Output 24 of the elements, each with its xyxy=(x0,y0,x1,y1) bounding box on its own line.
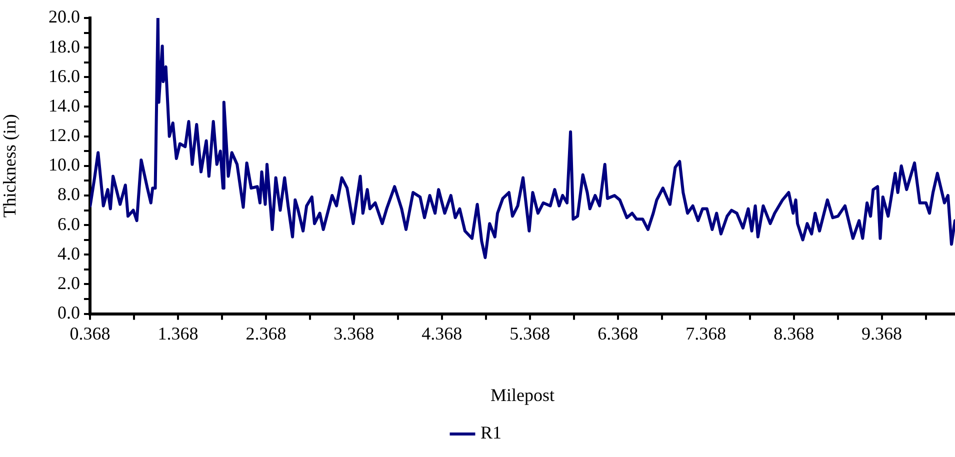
y-tick-label: 10.0 xyxy=(48,154,80,175)
x-tick-label: 6.368 xyxy=(598,323,638,344)
y-tick-label: 6.0 xyxy=(58,214,80,234)
y-axis-title: Thickness (in) xyxy=(0,114,20,218)
x-tick-label: 9.368 xyxy=(862,323,902,344)
y-tick-label: 16.0 xyxy=(48,66,80,86)
y-tick-label: 18.0 xyxy=(48,36,80,56)
y-tick-label: 2.0 xyxy=(58,272,80,293)
y-tick-label: 4.0 xyxy=(58,243,80,264)
y-tick-label: 12.0 xyxy=(48,125,80,146)
x-tick-label: 3.368 xyxy=(334,323,374,344)
y-tick-label: 14.0 xyxy=(48,95,80,116)
x-tick-label: 4.368 xyxy=(422,323,462,344)
y-tick-label: 0.0 xyxy=(58,302,80,323)
x-tick-label: 2.368 xyxy=(246,323,286,344)
x-tick-label: 0.368 xyxy=(70,323,110,344)
x-tick-label: 1.368 xyxy=(158,323,198,344)
x-axis-title: Milepost xyxy=(490,384,555,405)
x-tick-label: 8.368 xyxy=(774,323,814,344)
x-tick-label: 7.368 xyxy=(686,323,726,344)
legend-label: R1 xyxy=(480,422,502,443)
y-tick-label: 20.0 xyxy=(48,6,80,27)
x-tick-label: 5.368 xyxy=(510,323,550,344)
y-tick-label: 8.0 xyxy=(58,184,80,204)
